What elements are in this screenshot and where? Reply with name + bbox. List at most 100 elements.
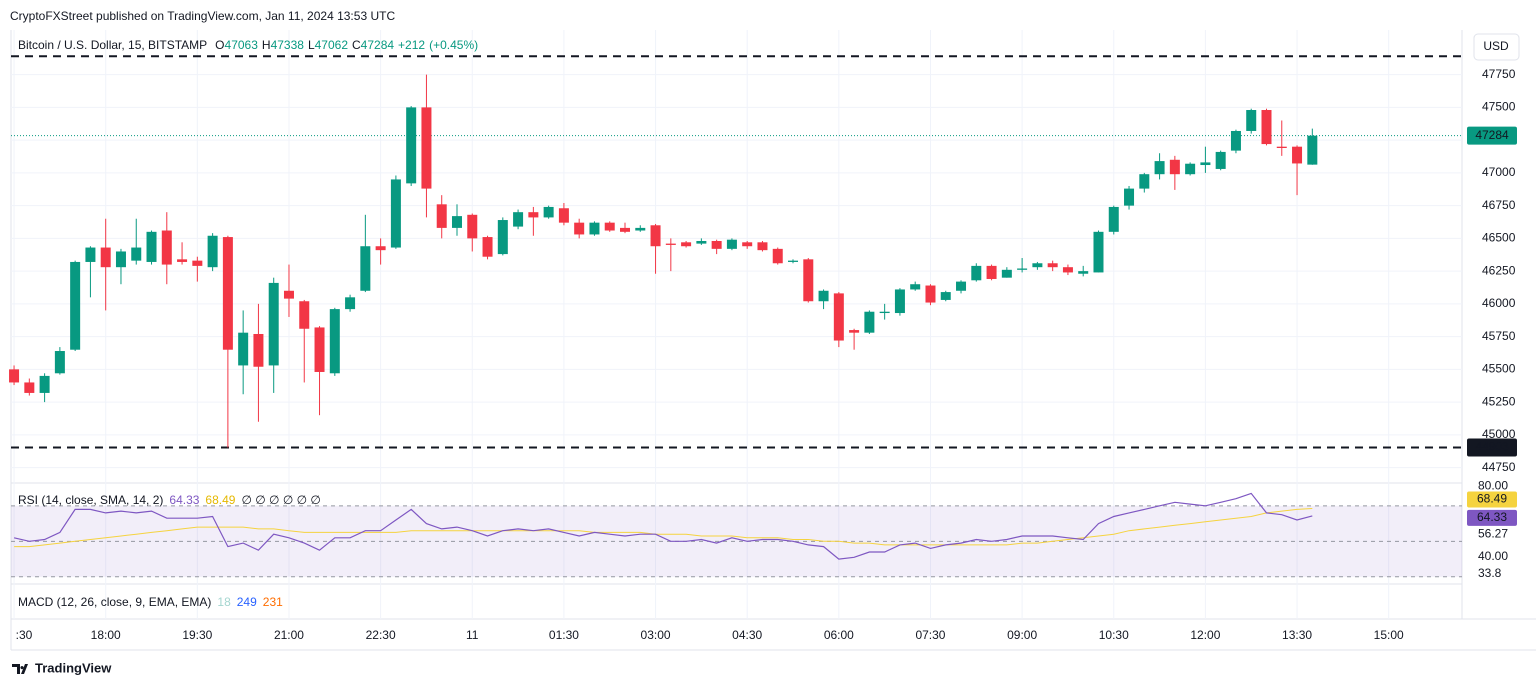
candle-body bbox=[497, 220, 508, 255]
candle-body bbox=[482, 237, 493, 257]
y-tick-label: 46000 bbox=[1482, 296, 1516, 310]
candle-body bbox=[345, 297, 356, 310]
y-tick-label: 45750 bbox=[1482, 329, 1516, 343]
candle-body bbox=[451, 216, 462, 228]
x-tick-label: 01:30 bbox=[549, 628, 579, 642]
candle-body bbox=[742, 242, 753, 247]
candle-body bbox=[757, 242, 768, 251]
candle-body bbox=[1230, 130, 1241, 151]
indicator-name: RSI (14, close, SMA, 14, 2) bbox=[18, 493, 163, 507]
y-tick-label: 80.00 bbox=[1478, 478, 1508, 492]
y-tick-label: 46250 bbox=[1482, 263, 1516, 277]
candle-body bbox=[207, 235, 218, 268]
candle-body bbox=[39, 375, 50, 393]
x-tick-label: 12:00 bbox=[1190, 628, 1220, 642]
candle-body bbox=[665, 243, 676, 245]
candle-body bbox=[986, 265, 997, 279]
grid bbox=[11, 30, 1462, 619]
candle-body bbox=[925, 285, 936, 303]
indicator-value: 64.33 bbox=[169, 493, 199, 507]
candle-body bbox=[467, 214, 478, 239]
candle-body bbox=[299, 301, 310, 329]
candle-body bbox=[803, 259, 814, 302]
candle-body bbox=[146, 231, 157, 262]
currency[interactable]: USD bbox=[1483, 39, 1509, 53]
y-tick-label: 45500 bbox=[1482, 362, 1516, 376]
x-tick-label: 09:00 bbox=[1007, 628, 1037, 642]
candle-body bbox=[283, 290, 294, 299]
y-tick-label: 47500 bbox=[1482, 100, 1516, 114]
x-tick-label: 13:30 bbox=[1282, 628, 1312, 642]
candle-body bbox=[1017, 268, 1028, 270]
y-tick-label: 47000 bbox=[1482, 165, 1516, 179]
ohlc-key: L bbox=[308, 38, 315, 52]
placeholders: ∅ ∅ ∅ ∅ ∅ ∅ bbox=[241, 493, 320, 507]
legend: Bitcoin / U.S. Dollar, 15, BITSTAMP O4706… bbox=[18, 38, 478, 52]
legend: RSI (14, close, SMA, 14, 2) 64.33 68.49 ∅ ∅… bbox=[18, 493, 321, 507]
candle-body bbox=[894, 289, 905, 314]
candle-body bbox=[314, 327, 325, 372]
level-label: 44903 bbox=[1475, 440, 1509, 454]
x-tick-label: 22:30 bbox=[366, 628, 396, 642]
candle-body bbox=[818, 290, 829, 302]
candle-body bbox=[726, 239, 737, 249]
value-box-label: 68.49 bbox=[1477, 492, 1507, 506]
candle-body bbox=[528, 212, 539, 218]
candle-body bbox=[1001, 269, 1012, 278]
candle-body bbox=[100, 247, 111, 268]
candle-body bbox=[772, 248, 783, 264]
candle-body bbox=[70, 261, 81, 350]
candle-body bbox=[1032, 263, 1043, 268]
candle-body bbox=[1169, 159, 1180, 175]
candle-body bbox=[375, 246, 386, 251]
candle-body bbox=[971, 265, 982, 281]
currency-button[interactable] bbox=[1473, 33, 1520, 61]
candle-body bbox=[1200, 162, 1211, 166]
indicator-name: MACD (12, 26, close, 9, EMA, EMA) bbox=[18, 595, 211, 609]
candle-body bbox=[1261, 110, 1272, 145]
ohlc-key: H bbox=[262, 38, 271, 52]
candle-body bbox=[1093, 231, 1104, 273]
x-tick-label: 07:30 bbox=[915, 628, 945, 642]
candle-body bbox=[1215, 151, 1226, 169]
candle-body bbox=[1062, 267, 1073, 273]
candle-body bbox=[85, 247, 96, 262]
x-tick-label: 19:30 bbox=[182, 628, 212, 642]
candle-body bbox=[421, 107, 432, 189]
ohlc-value: 47284 bbox=[361, 38, 395, 52]
candle-body bbox=[513, 212, 524, 227]
candle-body bbox=[222, 237, 233, 350]
value-marker: 33.8 bbox=[1478, 566, 1502, 580]
candle-body bbox=[574, 222, 585, 235]
rsi-line bbox=[13, 492, 1313, 560]
candle-body bbox=[849, 330, 860, 333]
legend: MACD (12, 26, close, 9, EMA, EMA) 18 249 23… bbox=[18, 595, 283, 609]
price-label-box bbox=[1467, 126, 1517, 145]
ohlc-key: C bbox=[352, 38, 361, 52]
candle-body bbox=[54, 351, 65, 374]
x-tick-label: 18:00 bbox=[91, 628, 121, 642]
candle-body bbox=[1307, 135, 1318, 165]
candle-body bbox=[956, 281, 967, 291]
candle-body bbox=[558, 208, 569, 223]
candle-body bbox=[879, 311, 890, 314]
candle-body bbox=[436, 204, 447, 228]
candle-body bbox=[1246, 110, 1257, 131]
candle-body bbox=[268, 282, 279, 366]
candle-body bbox=[9, 369, 20, 383]
candle-body bbox=[681, 242, 692, 247]
candle-body bbox=[115, 251, 126, 268]
y-tick-label: 40.00 bbox=[1478, 549, 1508, 563]
candle-body bbox=[589, 222, 600, 235]
candle-body bbox=[604, 222, 615, 231]
x-tick-label: 03:00 bbox=[641, 628, 671, 642]
ohlc-value: 47063 bbox=[225, 38, 259, 52]
plot bbox=[9, 55, 1462, 560]
ohlc-value: 47062 bbox=[315, 38, 349, 52]
candle-body bbox=[1276, 146, 1287, 148]
x-tick-label: 21:00 bbox=[274, 628, 304, 642]
y-tick-label: 46500 bbox=[1482, 231, 1516, 245]
value-box bbox=[1467, 491, 1517, 508]
y-tick-label: 45000 bbox=[1482, 427, 1516, 441]
